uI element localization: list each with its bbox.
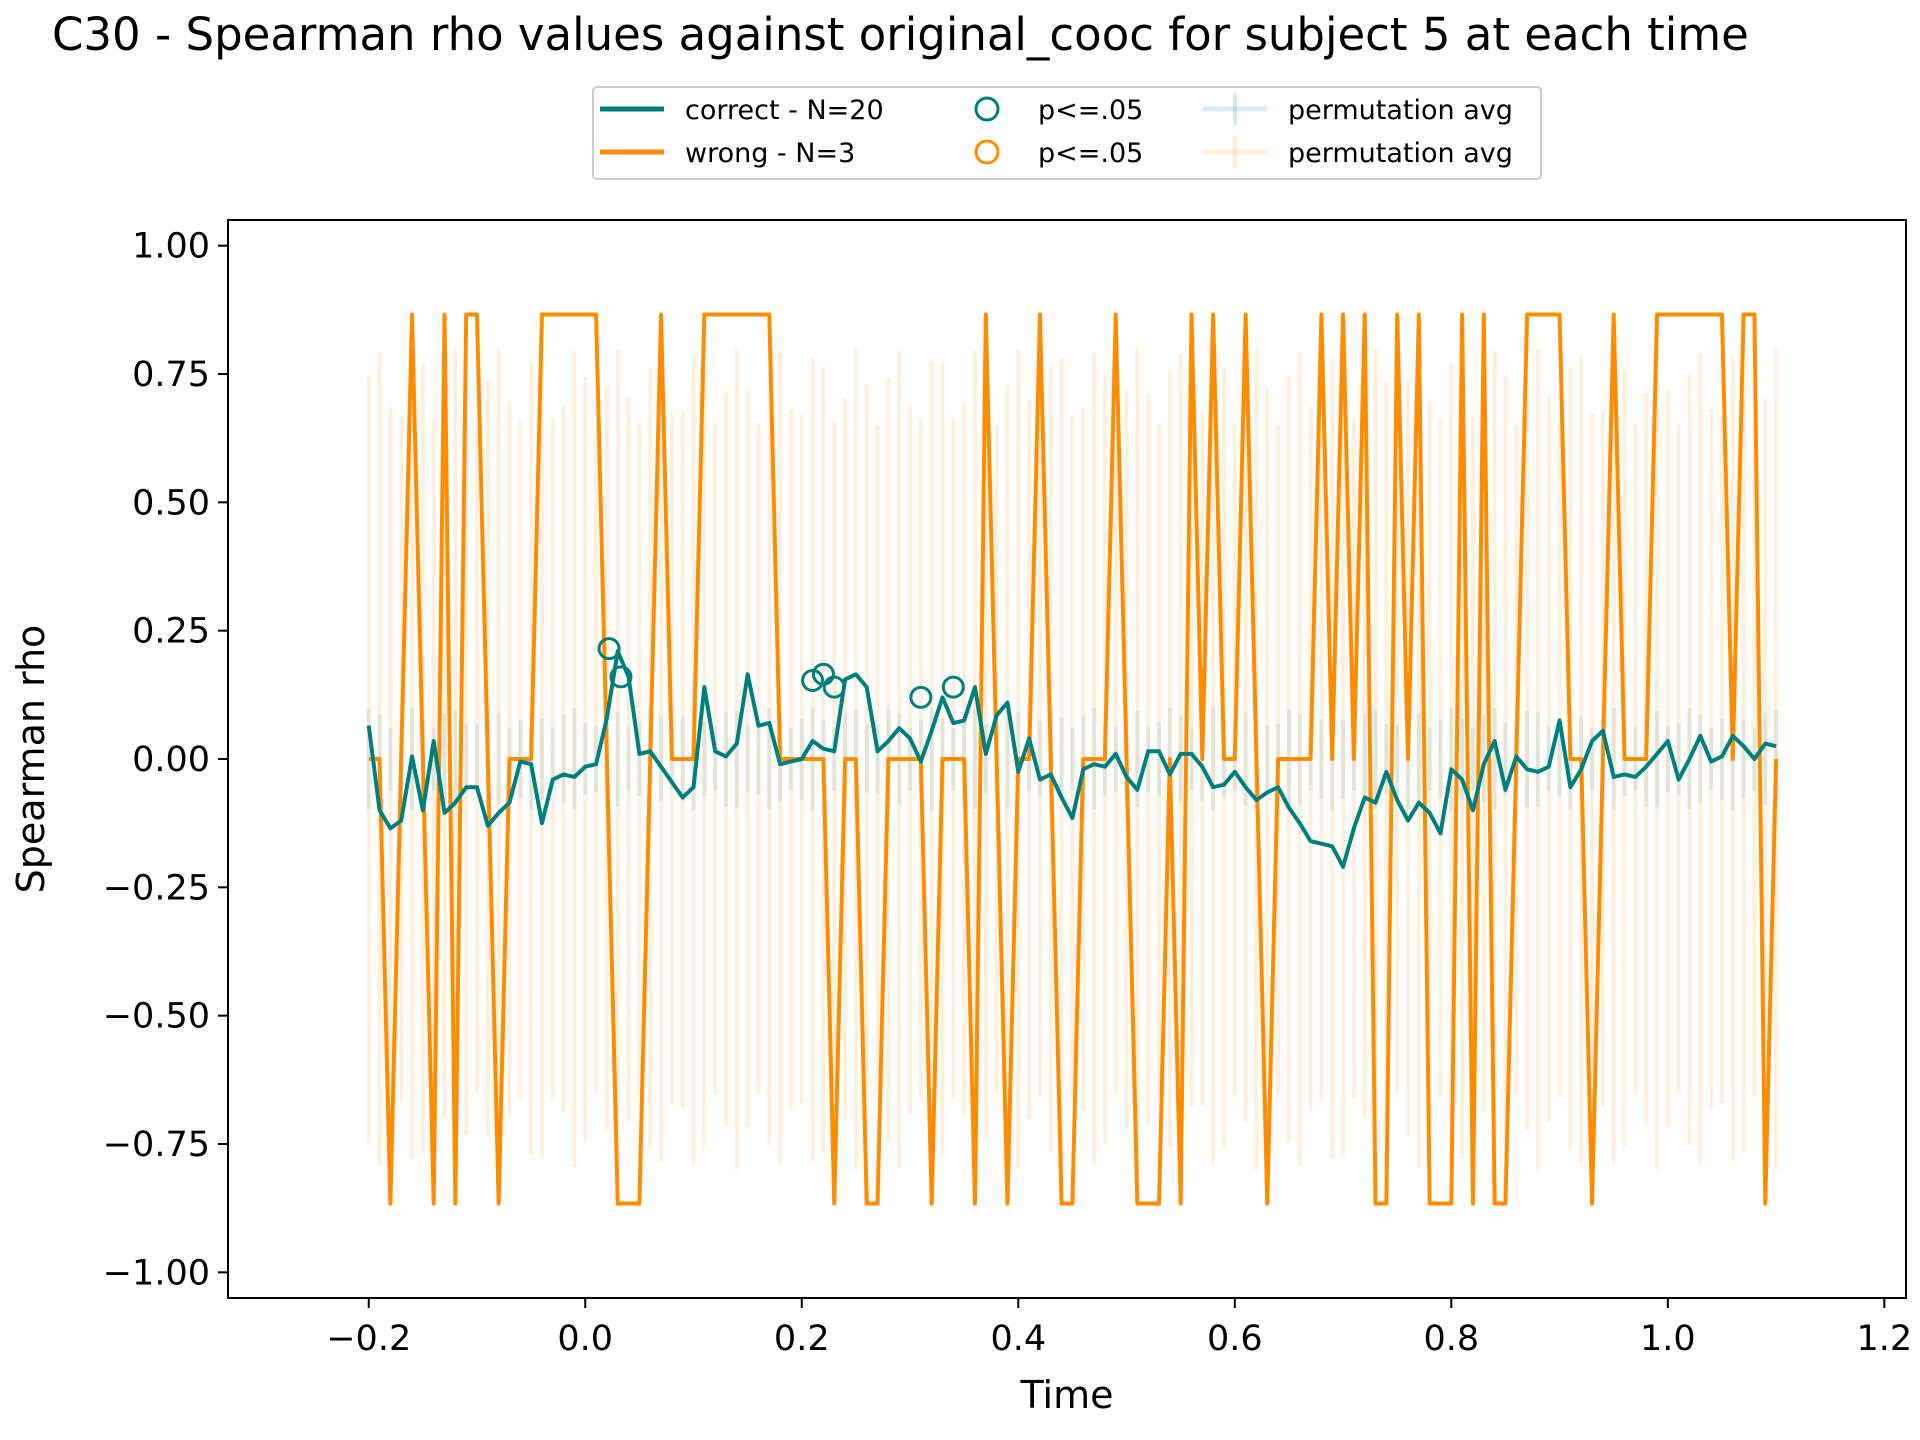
significant-point xyxy=(597,637,621,661)
legend-handle-circle xyxy=(974,96,1000,122)
y-tick-label: 0.75 xyxy=(132,355,210,395)
y-tick-label: −1.00 xyxy=(103,1253,210,1293)
x-tick-label: 0.6 xyxy=(1207,1319,1263,1359)
legend: correct - N=20 wrong - N=3 p<=.05 p<=.05 per… xyxy=(592,86,1542,180)
y-tick-label: 0.00 xyxy=(132,740,210,780)
x-axis-ticks: −0.2 0.0 0.2 0.4 0.6 0.8 1.0 1.2 xyxy=(326,1298,1912,1359)
y-axis-label: Spearman rho xyxy=(9,625,53,894)
x-tick-label: 0.0 xyxy=(557,1319,613,1359)
x-tick-label: 0.2 xyxy=(774,1319,830,1359)
y-tick-label: 0.25 xyxy=(132,612,210,652)
x-tick-label: 1.0 xyxy=(1640,1319,1696,1359)
x-tick-label: 0.4 xyxy=(990,1319,1046,1359)
x-axis-label: Time xyxy=(1020,1373,1114,1417)
significant-point xyxy=(609,665,633,689)
y-tick-label: 1.00 xyxy=(132,227,210,267)
legend-label: p<=.05 xyxy=(1038,95,1143,126)
legend-label: p<=.05 xyxy=(1038,138,1143,169)
y-tick-label: −0.50 xyxy=(103,997,210,1037)
x-tick-label: −0.2 xyxy=(326,1319,411,1359)
chart-title: C30 - Spearman rho values against origin… xyxy=(52,8,1749,61)
y-tick-label: −0.75 xyxy=(103,1125,210,1165)
y-tick-label: −0.25 xyxy=(103,868,210,908)
legend-label: permutation avg xyxy=(1288,138,1513,169)
series-line-correct xyxy=(366,649,1777,869)
significant-point xyxy=(941,675,965,699)
significant-point xyxy=(909,685,933,709)
legend-label: permutation avg xyxy=(1288,95,1513,126)
legend-box xyxy=(592,86,1542,180)
significance-markers xyxy=(597,637,965,709)
y-tick-label: 0.50 xyxy=(132,483,210,523)
y-axis-ticks: 1.00 0.75 0.50 0.25 0.00 −0.25 −0.50 −0.75 −1.00 xyxy=(103,227,228,1293)
legend-label: wrong - N=3 xyxy=(685,138,855,169)
legend-label: correct - N=20 xyxy=(685,95,884,126)
significant-point xyxy=(822,675,846,699)
series-lines xyxy=(366,312,1779,1206)
x-tick-label: 1.2 xyxy=(1857,1319,1913,1359)
legend-handle-circle xyxy=(974,139,1000,165)
x-tick-label: 0.8 xyxy=(1423,1319,1479,1359)
series-line-wrong xyxy=(368,312,1779,1206)
